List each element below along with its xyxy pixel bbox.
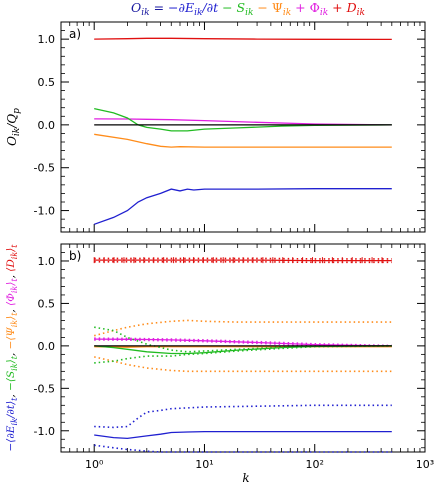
y-tick-label: 0.5 — [38, 76, 56, 89]
series-line — [94, 337, 392, 347]
y-axis-label-a: Oik/Qp — [5, 108, 22, 146]
y-label-part: ik — [10, 320, 19, 328]
y-tick-label: -0.5 — [34, 162, 55, 175]
series-line — [93, 319, 392, 337]
title-part: − Ψ — [253, 0, 282, 15]
y-label-part: t — [10, 355, 19, 359]
x-tick-label: 10¹ — [195, 458, 213, 471]
y-label-part: /∂t⟩ — [5, 401, 17, 419]
y-label-part: ik — [10, 418, 19, 426]
series-line — [94, 338, 392, 347]
series-line — [94, 259, 392, 262]
y-label-part: ⟩ — [5, 316, 17, 321]
series-line — [94, 107, 392, 132]
series-line — [94, 257, 392, 260]
y-tick-label: 0.5 — [38, 297, 56, 310]
y-label-part: , — [5, 391, 17, 398]
y-tick-label: 1.0 — [38, 33, 56, 46]
title-part: ik — [320, 8, 328, 18]
title-part: ik — [357, 8, 365, 18]
y-label-part: , — [5, 272, 17, 279]
series-line — [94, 444, 392, 453]
y-label-part: t — [10, 278, 19, 282]
title-part: − S — [218, 0, 245, 15]
y-label-part: ik — [12, 128, 22, 136]
series-line — [94, 118, 392, 126]
series-line — [93, 188, 392, 225]
series-line — [94, 260, 392, 264]
x-tick-label: 10⁰ — [85, 458, 104, 471]
title-part: + D — [328, 0, 356, 15]
x-axis-label: k — [242, 471, 249, 485]
y-label-part: t — [10, 312, 19, 316]
y-tick-label: 1.0 — [38, 255, 56, 268]
x-tick-label: 10² — [306, 458, 324, 471]
y-label-part: ⟨Φ — [5, 293, 17, 306]
title-part: O — [131, 0, 141, 15]
plot-frame — [60, 21, 426, 233]
y-label-part: −⟨S — [5, 371, 17, 391]
series-line — [94, 339, 392, 348]
title-part: ik — [283, 8, 291, 18]
title-part: ik — [141, 8, 149, 18]
y-tick-label: -1.0 — [34, 205, 55, 218]
y-label-part: ⟨D — [5, 259, 17, 272]
panel-label: a) — [69, 27, 81, 41]
y-label-part: , — [5, 306, 17, 313]
series-line — [94, 356, 392, 373]
title-part: ik — [194, 8, 202, 18]
y-label-part: /Q — [5, 114, 19, 129]
y-axis-label-b: −⟨∂Eik/∂t⟩t, −⟨Sik⟩t, −⟨Ψik⟩t, ⟨Φik⟩t, ⟨… — [5, 244, 19, 452]
y-label-part: ik — [10, 286, 19, 294]
y-label-part: ⟩ — [5, 248, 17, 253]
y-label-part: t — [10, 244, 19, 248]
y-label-part: p — [12, 108, 22, 114]
series-line — [94, 37, 392, 41]
title-part: /∂t — [201, 0, 219, 15]
panel-a: -1.0 -0.5 0.0 0.5 1.0 a) — [34, 21, 426, 233]
y-label-part: ⟩ — [5, 282, 17, 287]
series-line — [94, 430, 392, 440]
title-part: + Φ — [291, 0, 320, 15]
y-tick-label: 0.0 — [38, 340, 56, 353]
y-label-part: t — [10, 397, 19, 401]
series-line — [94, 404, 392, 429]
title-part: ik — [245, 8, 253, 18]
y-label-part: O — [5, 136, 19, 146]
y-tick-label: -0.5 — [34, 382, 55, 395]
y-label-part: ⟩ — [5, 359, 17, 364]
y-tick-label: -1.0 — [34, 425, 55, 438]
y-tick-label: 0.0 — [38, 119, 56, 132]
x-tick-label: 10³ — [416, 458, 434, 471]
panel-label: b) — [69, 249, 81, 263]
y-label-part: −⟨∂E — [5, 425, 17, 451]
series-line — [94, 345, 392, 364]
series-line — [94, 133, 392, 148]
y-label-part: ik — [10, 252, 19, 260]
panel-b: 10⁰ 10¹ 10² 10³ -1.0 -0.5 0.0 0.5 1.0 b) — [34, 243, 434, 471]
title-part: −∂E — [168, 0, 194, 15]
title-part: = — [150, 0, 168, 15]
y-label-part: , — [5, 349, 17, 356]
y-label-part: −⟨Ψ — [5, 327, 17, 350]
y-label-part: ik — [10, 363, 19, 371]
figure-title: Oik = −∂Eik/∂t − Sik − Ψik + Φik + Dik — [131, 0, 365, 18]
